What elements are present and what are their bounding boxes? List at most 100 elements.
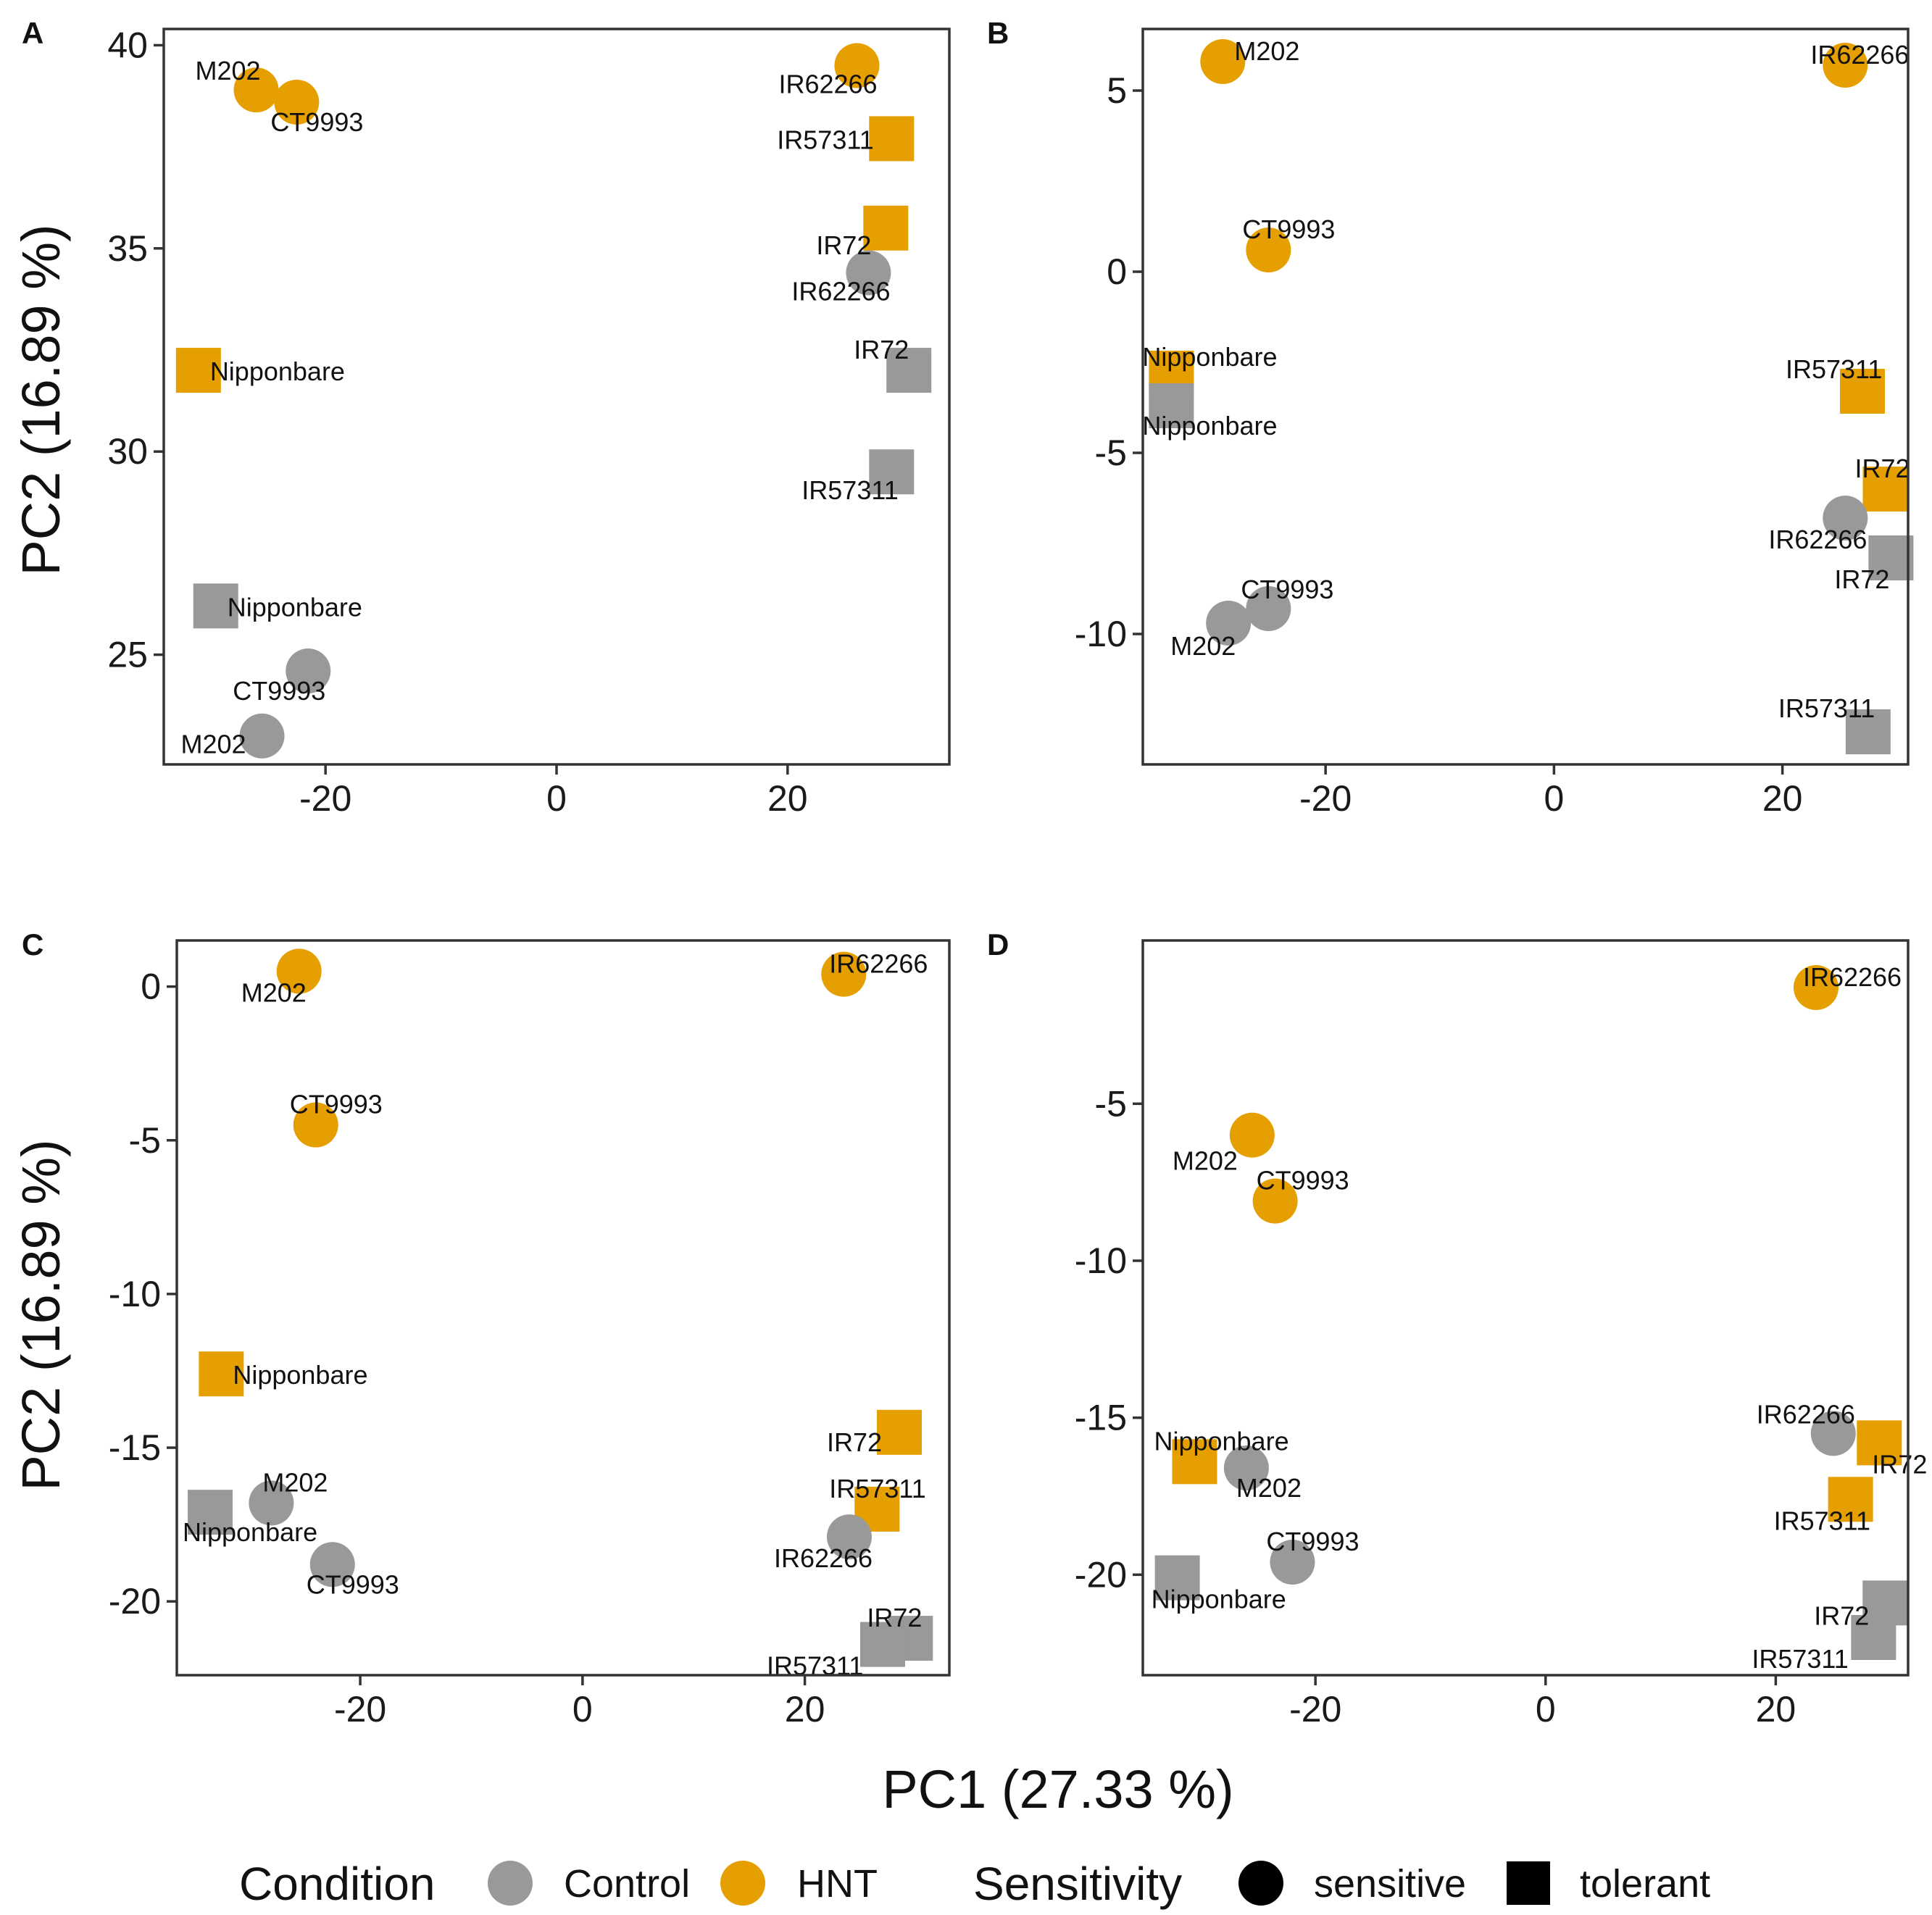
data-point-square <box>863 205 909 251</box>
point-label: IR57311 <box>801 475 898 505</box>
data-point-circle <box>239 713 285 759</box>
point-label: IR57311 <box>1786 354 1882 384</box>
data-point-square <box>193 583 238 629</box>
y-axis-title-bottom: PC2 (16.89 %) <box>11 1139 71 1490</box>
point-label: IR72 <box>827 1427 882 1457</box>
legend-sensitive-label: sensitive <box>1314 1862 1466 1906</box>
panel-a: A -20 0 20 25 30 35 40 M202 CT9993 IR62266 IR57311 I… <box>22 16 951 819</box>
y-tick-label: -5 <box>129 1120 161 1161</box>
data-point-circle <box>1246 228 1291 272</box>
point-label: IR57311 <box>1752 1644 1848 1674</box>
x-tick-label: -20 <box>1289 1689 1341 1730</box>
data-point-square <box>1828 1477 1873 1522</box>
data-point-circle <box>1810 1411 1856 1456</box>
panel-tag-a: A <box>22 16 43 50</box>
point-label: IR62266 <box>1757 1399 1855 1429</box>
point-label: Nipponbare <box>233 1360 367 1390</box>
panel-frame <box>162 28 951 766</box>
data-point-circle <box>233 67 279 113</box>
panel-tag-d: D <box>987 927 1009 961</box>
data-point-circle <box>1206 601 1252 646</box>
data-point-circle <box>293 1102 338 1148</box>
point-label: M202 <box>1170 631 1236 661</box>
x-tick-label: 0 <box>546 778 567 819</box>
panel-tag-b: B <box>987 16 1009 50</box>
data-point-square <box>1868 535 1914 580</box>
point-label: Nipponbare <box>183 1517 317 1547</box>
point-label: IR57311 <box>1778 693 1875 723</box>
point-label: IR72 <box>867 1603 922 1632</box>
point-label: CT9993 <box>1241 575 1333 604</box>
data-point-square <box>175 348 221 393</box>
point-label: M202 <box>262 1467 328 1497</box>
x-tick-label: 0 <box>572 1689 593 1730</box>
y-tick-label: 5 <box>1107 70 1127 111</box>
point-label: CT9993 <box>1266 1527 1359 1556</box>
data-point-square <box>188 1490 233 1535</box>
y-tick-label: -15 <box>109 1427 161 1468</box>
data-point-square <box>869 449 915 495</box>
data-point-circle <box>309 1542 355 1588</box>
y-tick-label: -10 <box>109 1274 161 1314</box>
data-point-circle <box>1823 496 1868 541</box>
data-point-square <box>859 1622 905 1667</box>
data-point-circle <box>826 1514 872 1560</box>
data-point-circle <box>276 948 322 994</box>
point-label: CT9993 <box>233 676 325 706</box>
data-point-circle <box>274 79 320 125</box>
point-label: M202 <box>241 977 307 1007</box>
x-tick-label: 20 <box>1762 778 1803 819</box>
point-label: IR62266 <box>1803 962 1902 992</box>
x-tick-label: -20 <box>334 1689 386 1730</box>
data-point-circle <box>1246 586 1291 631</box>
y-axis-title-top: PC2 (16.89 %) <box>11 224 71 575</box>
point-label: Nipponbare <box>1142 342 1277 372</box>
legend: Condition Control HNT Sensitivity sensit… <box>239 1858 1710 1910</box>
x-tick-label: 20 <box>1756 1689 1796 1730</box>
legend-control-label: Control <box>564 1862 690 1906</box>
y-tick-label: -10 <box>1075 1240 1127 1281</box>
point-label: M202 <box>1173 1146 1238 1176</box>
x-tick-label: 0 <box>1544 778 1564 819</box>
panel-c: C -20 0 20 -20 -15 -10 -5 0 M202 IR62266 CT9993 Nipp… <box>22 927 951 1730</box>
point-label: IR62266 <box>778 69 877 99</box>
y-tick-label: -20 <box>1075 1554 1127 1595</box>
data-point-circle <box>1793 965 1839 1010</box>
point-label: IR72 <box>1854 454 1910 483</box>
point-label: CT9993 <box>270 107 363 137</box>
x-tick-label: -20 <box>299 778 351 819</box>
panel-tag-c: C <box>22 927 43 961</box>
panel-frame <box>1141 939 1910 1677</box>
data-point-circle <box>1223 1445 1269 1490</box>
data-point-circle <box>1200 39 1246 84</box>
point-label: CT9993 <box>290 1090 383 1119</box>
legend-hnt-swatch <box>720 1861 765 1906</box>
point-label: Nipponbare <box>1152 1585 1286 1614</box>
point-label: IR72 <box>1872 1449 1927 1479</box>
legend-tolerant-label: tolerant <box>1580 1862 1710 1906</box>
data-point-circle <box>834 43 880 88</box>
data-point-circle <box>1823 43 1868 88</box>
y-tick-label: -15 <box>1075 1398 1127 1438</box>
point-label: Nipponbare <box>1154 1426 1288 1456</box>
data-point-square <box>1857 1420 1902 1466</box>
y-tick-label: -20 <box>109 1581 161 1622</box>
panel-d: D -20 0 20 -20 -15 -10 -5 IR62266 M202 CT9993 Nippo… <box>987 927 1927 1730</box>
point-label: IR72 <box>1834 564 1889 594</box>
point-label: M202 <box>181 730 246 759</box>
x-tick-label: 0 <box>1536 1689 1556 1730</box>
point-label: CT9993 <box>307 1569 399 1599</box>
y-tick-label: -5 <box>1095 1083 1127 1124</box>
data-point-square <box>869 116 915 162</box>
y-tick-label: 35 <box>107 228 148 269</box>
point-label: IR72 <box>1814 1601 1869 1630</box>
x-axis-title: PC1 (27.33 %) <box>882 1759 1233 1819</box>
data-point-circle <box>1270 1540 1315 1585</box>
y-tick-label: 30 <box>107 431 148 472</box>
data-point-square <box>886 348 932 393</box>
data-point-circle <box>249 1480 294 1526</box>
data-point-square <box>1845 709 1891 754</box>
point-label: M202 <box>1236 1473 1302 1503</box>
x-tick-label: -20 <box>1299 778 1352 819</box>
point-label: Nipponbare <box>228 592 362 622</box>
